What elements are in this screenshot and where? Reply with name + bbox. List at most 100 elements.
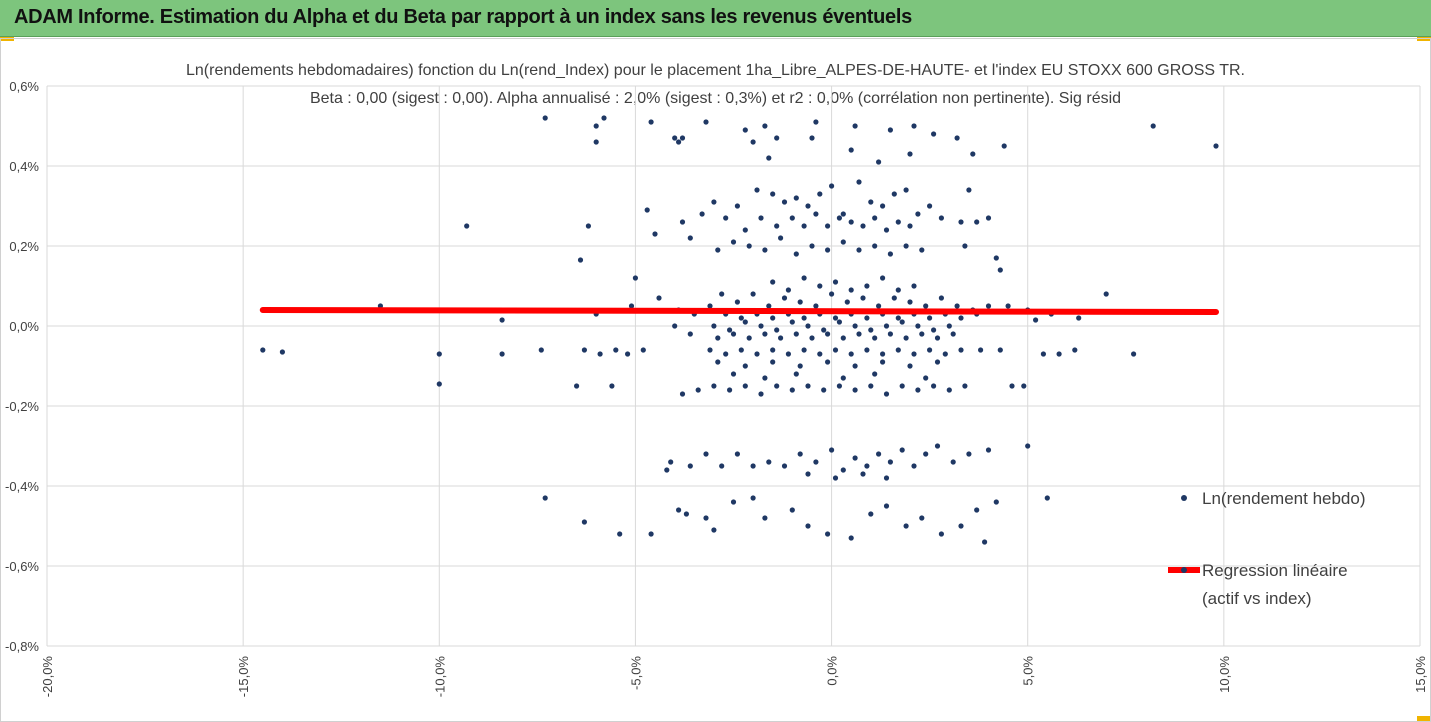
data-point <box>707 347 713 353</box>
data-point <box>844 299 850 305</box>
data-point <box>934 335 941 341</box>
data-point <box>954 135 960 141</box>
data-point <box>781 295 788 301</box>
data-point <box>907 299 913 305</box>
data-point <box>711 383 717 389</box>
data-point <box>703 119 709 125</box>
data-point <box>538 347 544 353</box>
data-point <box>715 359 721 365</box>
data-point <box>601 115 607 121</box>
data-point <box>923 303 929 309</box>
data-point <box>781 199 788 205</box>
data-point <box>887 331 894 337</box>
data-point <box>911 351 917 357</box>
data-point <box>617 531 623 537</box>
data-point <box>762 247 768 253</box>
data-point <box>679 391 686 397</box>
data-point <box>730 239 737 245</box>
data-point <box>836 383 843 389</box>
data-point <box>970 151 976 157</box>
x-tick-label: -15,0% <box>236 656 251 698</box>
y-tick-label: -0,2% <box>5 399 39 414</box>
data-point <box>895 347 901 353</box>
data-point <box>797 299 803 305</box>
data-point <box>723 351 729 357</box>
data-point <box>895 287 901 293</box>
data-point <box>766 303 772 309</box>
data-point <box>927 315 933 321</box>
data-point <box>864 347 870 353</box>
data-point <box>891 191 897 197</box>
data-point <box>934 443 941 449</box>
x-axis-ticks: -20,0% -15,0% -10,0% -5,0% 0,0% 5,0% 10,0% 15,0… <box>40 656 1428 698</box>
data-point <box>958 523 964 529</box>
data-point <box>915 323 921 329</box>
data-point <box>762 123 768 129</box>
data-point <box>931 131 937 137</box>
data-point <box>809 135 815 141</box>
data-point <box>919 331 925 337</box>
legend-marker-regression-dot <box>1181 567 1187 573</box>
data-point <box>938 215 945 221</box>
data-point <box>931 327 937 333</box>
data-point <box>754 187 760 193</box>
y-tick-label: 0,0% <box>9 319 39 334</box>
data-point <box>958 219 964 225</box>
data-point <box>750 139 756 145</box>
data-point <box>840 467 846 473</box>
banner: ADAM Informe. Estimation du Alpha et du … <box>0 0 1431 37</box>
data-point <box>860 471 866 477</box>
y-tick-label: 0,4% <box>9 159 39 174</box>
data-point <box>883 475 890 481</box>
data-point <box>876 451 882 457</box>
data-point <box>1044 495 1050 501</box>
data-point <box>876 303 882 309</box>
x-tick-label: 15,0% <box>1413 656 1428 693</box>
data-point <box>817 191 823 197</box>
data-point <box>903 523 909 529</box>
data-point <box>840 375 846 381</box>
data-point <box>825 247 831 253</box>
x-tick-label: -10,0% <box>432 656 447 698</box>
data-point <box>911 463 917 469</box>
data-point <box>832 315 839 321</box>
y-tick-label: 0,6% <box>9 79 39 94</box>
data-point <box>734 299 741 305</box>
data-point <box>640 347 646 353</box>
data-point <box>750 495 756 501</box>
data-point <box>868 511 874 517</box>
data-point <box>789 387 795 393</box>
legend <box>1168 495 1200 573</box>
data-point <box>742 127 748 133</box>
data-point <box>848 535 854 541</box>
data-point <box>789 215 795 221</box>
data-point <box>707 303 713 309</box>
data-point <box>887 459 894 465</box>
data-point <box>856 331 862 337</box>
data-point <box>789 507 795 513</box>
data-point <box>652 231 658 237</box>
data-point <box>872 215 878 221</box>
data-point <box>809 335 815 341</box>
data-point <box>1131 351 1137 357</box>
data-point <box>774 135 780 141</box>
data-point <box>758 215 764 221</box>
data-point <box>923 375 929 381</box>
data-point <box>825 359 831 365</box>
data-point <box>919 515 925 521</box>
legend-marker-points <box>1181 495 1187 501</box>
data-point <box>609 383 615 389</box>
data-point <box>962 383 968 389</box>
data-point <box>985 447 992 453</box>
data-point <box>891 295 897 301</box>
data-point <box>738 347 744 353</box>
data-point <box>585 223 592 229</box>
data-point <box>715 247 721 253</box>
data-point <box>832 475 839 481</box>
data-point <box>946 387 952 393</box>
data-point <box>880 203 886 209</box>
data-point <box>966 187 972 193</box>
data-point <box>934 359 941 365</box>
data-point <box>593 139 599 145</box>
